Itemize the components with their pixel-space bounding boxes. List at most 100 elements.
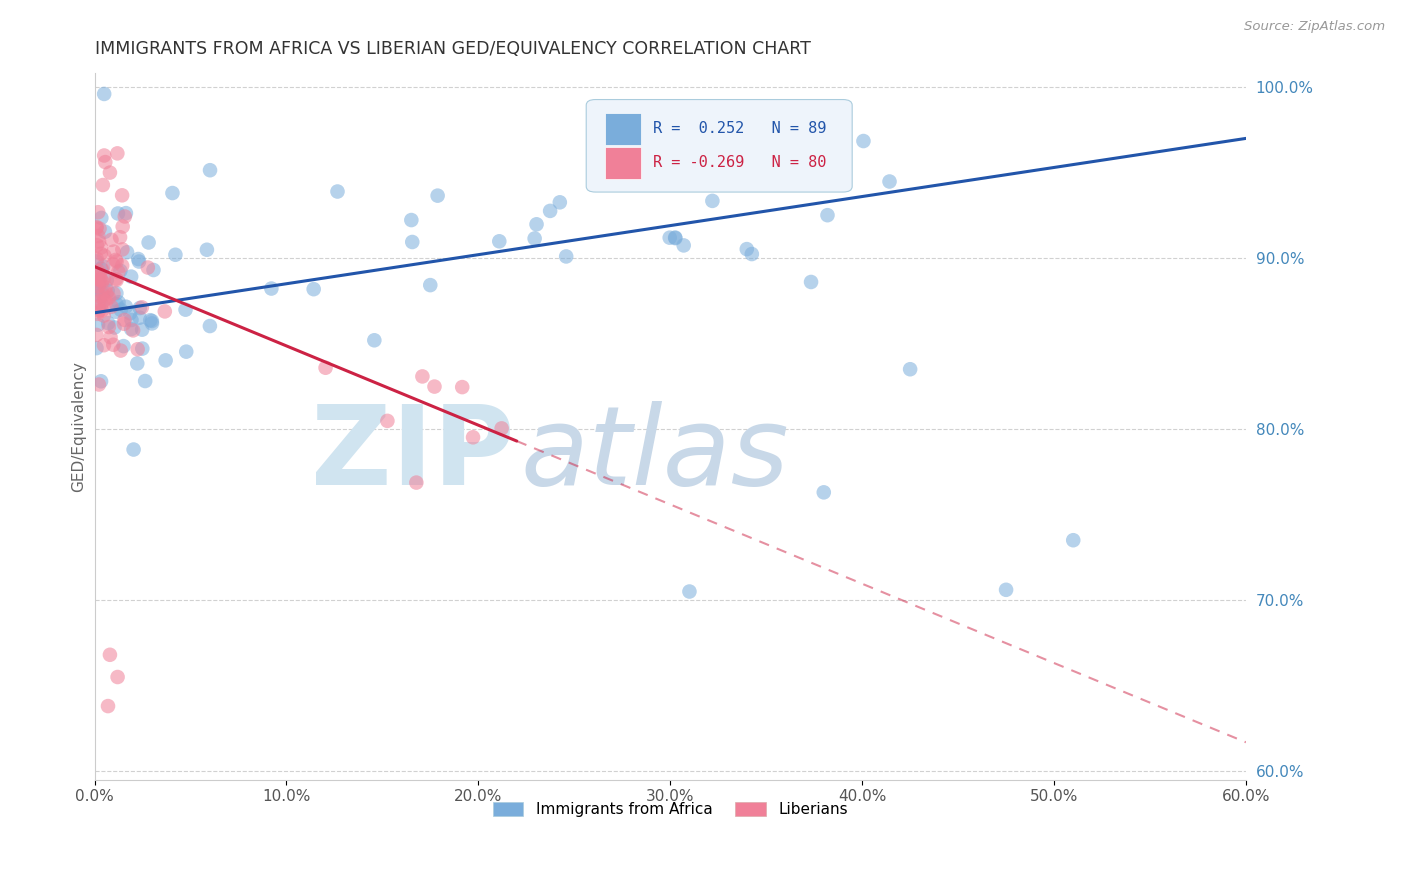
Point bbox=[664, 231, 686, 245]
Point bbox=[668, 128, 690, 143]
Point bbox=[86, 286, 108, 301]
Point bbox=[86, 221, 108, 235]
Point bbox=[98, 648, 121, 662]
Point bbox=[105, 271, 128, 285]
Point bbox=[898, 362, 921, 376]
Point bbox=[87, 274, 110, 288]
Point bbox=[127, 356, 149, 370]
Point bbox=[302, 282, 325, 296]
Point bbox=[879, 174, 901, 188]
Point bbox=[90, 240, 112, 254]
Point bbox=[315, 360, 337, 375]
Point bbox=[90, 261, 112, 276]
Point bbox=[87, 377, 110, 392]
Point bbox=[89, 268, 111, 282]
Point bbox=[91, 275, 114, 289]
Point bbox=[103, 320, 125, 334]
Point bbox=[852, 134, 875, 148]
Point bbox=[93, 272, 115, 286]
Point bbox=[174, 302, 197, 317]
Point bbox=[174, 344, 197, 359]
FancyBboxPatch shape bbox=[586, 100, 852, 192]
Point bbox=[91, 262, 114, 277]
Point bbox=[405, 475, 427, 490]
Point bbox=[100, 330, 122, 344]
Point bbox=[86, 271, 108, 285]
Point bbox=[112, 317, 135, 331]
Point bbox=[995, 582, 1018, 597]
Point bbox=[91, 288, 114, 302]
Point bbox=[86, 238, 108, 252]
Point bbox=[86, 307, 108, 321]
Point bbox=[114, 210, 136, 224]
Point bbox=[94, 295, 117, 310]
Point bbox=[94, 225, 117, 239]
Point bbox=[90, 211, 112, 225]
Point bbox=[461, 430, 484, 444]
Point bbox=[107, 265, 129, 279]
Point bbox=[121, 313, 143, 327]
Point bbox=[134, 374, 156, 388]
Point bbox=[86, 282, 108, 296]
Point bbox=[104, 252, 127, 267]
Point bbox=[89, 273, 111, 287]
Point bbox=[107, 670, 129, 684]
Text: atlas: atlas bbox=[520, 401, 789, 508]
Point bbox=[86, 341, 108, 355]
Point bbox=[103, 244, 125, 259]
Point bbox=[491, 421, 513, 435]
Point bbox=[401, 235, 423, 249]
Point bbox=[128, 254, 150, 268]
Point bbox=[735, 242, 758, 256]
Point bbox=[110, 343, 132, 358]
Point bbox=[198, 163, 221, 178]
Point bbox=[1062, 533, 1084, 548]
Point bbox=[326, 185, 349, 199]
Point bbox=[115, 300, 138, 314]
Point bbox=[538, 203, 561, 218]
Point bbox=[128, 301, 150, 315]
Point bbox=[640, 169, 662, 183]
Point bbox=[90, 273, 112, 287]
Y-axis label: GED/Equivalency: GED/Equivalency bbox=[72, 361, 86, 492]
Point bbox=[702, 194, 724, 208]
Point bbox=[672, 238, 695, 252]
Point bbox=[813, 485, 835, 500]
Point bbox=[107, 206, 129, 220]
Text: R = -0.269   N = 80: R = -0.269 N = 80 bbox=[652, 155, 827, 169]
Point bbox=[122, 323, 145, 337]
Point bbox=[87, 264, 110, 278]
Point bbox=[97, 284, 120, 298]
Point bbox=[155, 353, 177, 368]
Point bbox=[103, 257, 125, 271]
Point bbox=[91, 285, 114, 300]
Point bbox=[87, 235, 110, 249]
Text: ZIP: ZIP bbox=[312, 401, 515, 508]
Text: Source: ZipAtlas.com: Source: ZipAtlas.com bbox=[1244, 20, 1385, 33]
Point bbox=[105, 273, 128, 287]
Point bbox=[86, 252, 108, 266]
Point bbox=[377, 414, 399, 428]
Point bbox=[120, 322, 142, 336]
Point bbox=[120, 269, 142, 284]
Point bbox=[803, 111, 825, 125]
Point bbox=[678, 584, 700, 599]
Point bbox=[86, 219, 108, 234]
Point bbox=[91, 178, 114, 192]
Point bbox=[87, 318, 110, 332]
Point bbox=[658, 230, 681, 244]
Point bbox=[162, 186, 184, 200]
Point bbox=[105, 297, 128, 311]
Point bbox=[122, 442, 145, 457]
Point bbox=[103, 286, 125, 301]
Point bbox=[141, 314, 163, 328]
Point bbox=[800, 275, 823, 289]
Point bbox=[488, 235, 510, 249]
Point bbox=[90, 246, 112, 260]
Point bbox=[260, 281, 283, 295]
Point bbox=[94, 280, 117, 294]
Text: R =  0.252   N = 89: R = 0.252 N = 89 bbox=[652, 121, 827, 136]
Point bbox=[139, 313, 162, 327]
Point bbox=[107, 295, 129, 310]
Point bbox=[97, 291, 120, 305]
